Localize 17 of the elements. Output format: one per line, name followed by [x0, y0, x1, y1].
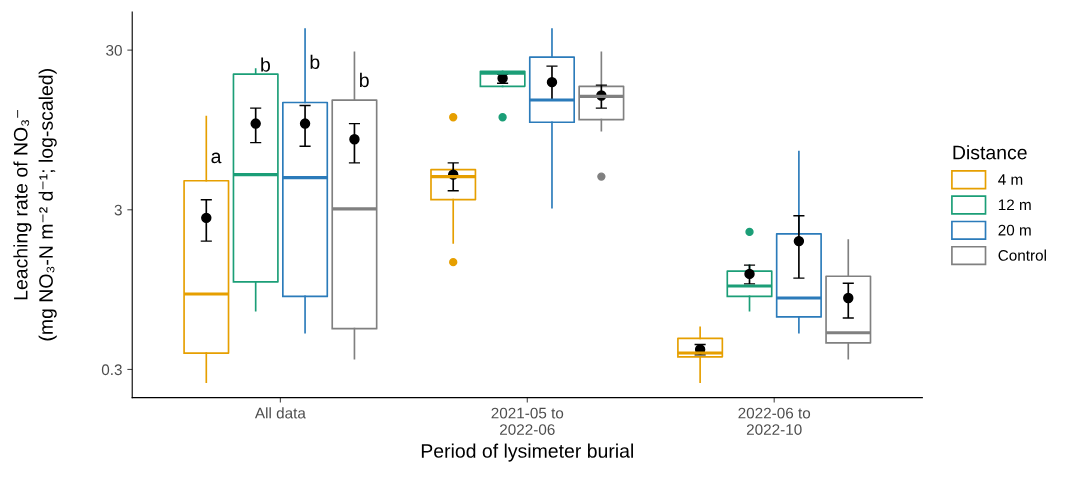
annotation: b: [360, 72, 369, 88]
annotation: b: [261, 57, 270, 72]
x-tick-label: 2021-05 to 2022-06: [491, 407, 564, 435]
y-tick-label: 3: [114, 204, 122, 216]
annotation: a: [211, 152, 222, 164]
legend-label: 4 m: [998, 174, 1023, 185]
legend-label: 20 m: [998, 224, 1031, 236]
y-tick-label: 30: [106, 44, 122, 56]
y-axis-title: Leaching rate of NO₃⁻ (mg NO₃-N m⁻² d⁻¹; log-scaled): [13, 69, 57, 341]
x-axis-title: Period of lysimeter burial: [421, 443, 633, 462]
legend-label: 12 m: [998, 199, 1031, 211]
x-tick-label: All data: [254, 407, 306, 419]
legend-title: Distance: [953, 145, 1027, 160]
x-tick-label: 2022-06 to 2022-10: [738, 407, 811, 435]
annotation: b: [310, 54, 320, 70]
y-tick-label: 0.3: [101, 364, 122, 376]
legend-label: Control: [998, 249, 1046, 261]
